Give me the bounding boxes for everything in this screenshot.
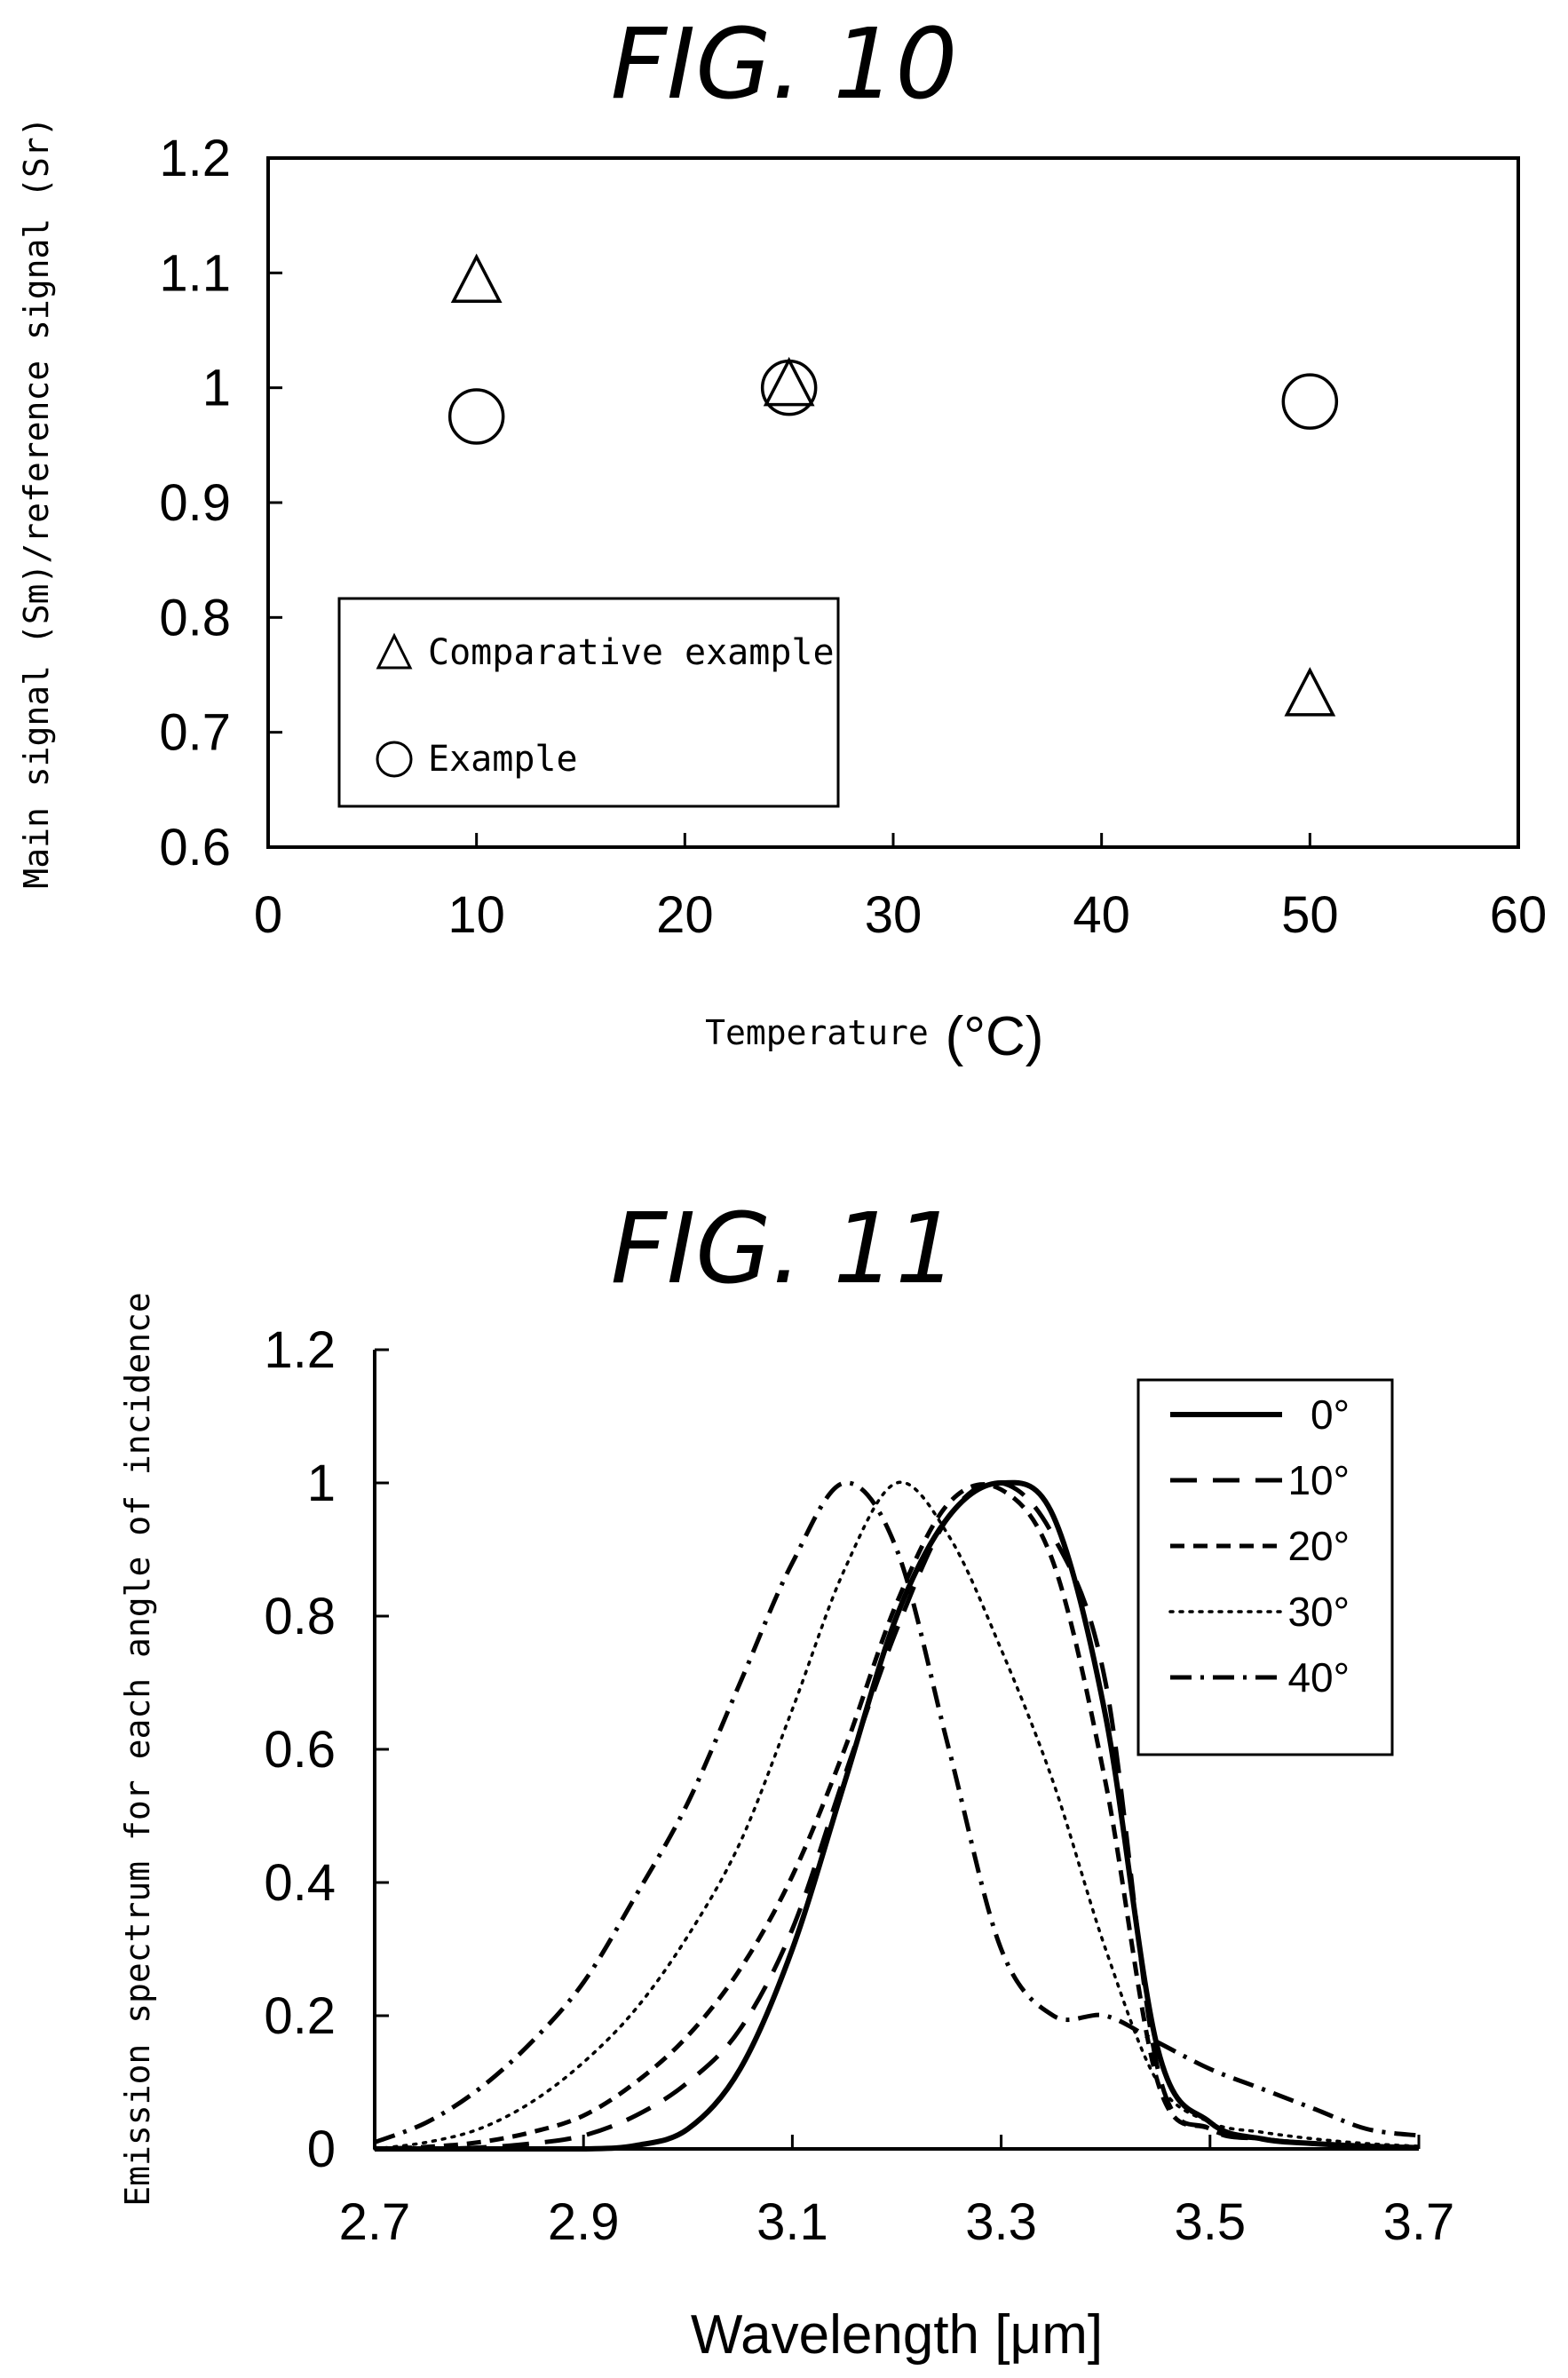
fig11-x-tick-label: 2.9 [548,2193,620,2251]
fig11-y-tick-label: 0.4 [264,1854,336,1912]
fig10-title: FIG. 10 [611,7,958,121]
fig11-y-tick-label: 0.2 [264,1987,336,2045]
fig10-x-axis-label: Temperature [705,1013,929,1052]
fig10-y-tick-label: 0.8 [159,589,231,646]
fig11-legend-label: 40° [1287,1654,1350,1700]
fig10-legend-triangle-icon [376,632,413,670]
fig10-x-axis-unit: (°C) [946,1006,1044,1067]
fig10-y-axis-label: Main signal (Sm)/reference signal (Sr) [17,116,56,888]
fig10-legend: Comparative example Example [337,597,840,808]
fig11-legend: 0° 10° 20° 30° 40° [1136,1378,1394,1756]
fig10-y-tick-label: 1.1 [159,244,231,302]
fig11-x-tick-label: 2.7 [339,2193,411,2251]
fig10-x-tick-label: 0 [254,886,282,944]
fig10-y-tick-label: 0.6 [159,819,231,876]
fig11-legend-label: 30° [1287,1589,1350,1635]
fig11-x-tick-label: 3.7 [1383,2193,1455,2251]
fig10-x-tick-label: 40 [1073,886,1130,944]
fig10-legend-box [337,597,840,808]
fig11-x-tick-label: 3.3 [965,2193,1037,2251]
fig10-legend-label-example: Example [428,739,578,780]
fig11-legend-label: 20° [1287,1523,1350,1569]
fig11-y-tick-label: 0 [307,2120,336,2178]
fig10-point-example [760,359,818,416]
fig11-y-tick-label: 0.8 [264,1588,336,1645]
fig11-chart: FIG. 11 2.7 2.9 3.1 3.3 3.5 3.7 0 0.2 0.4 0.6 0.8… [118,1192,1454,2366]
fig10-y-tick-label: 0.9 [159,474,231,532]
fig10-point-comparative [763,356,815,407]
fig11-legend-label: 10° [1287,1457,1350,1503]
fig11-series-line-4 [374,1480,1420,2144]
fig11-series-line-0 [375,1479,1420,2152]
fig11-legend-label: 0° [1311,1391,1350,1438]
fig10-x-tick-label: 60 [1490,886,1548,944]
fig11-x-axis-label: Wavelength [μm] [691,2304,1103,2366]
fig10-x-tick-label: 30 [865,886,923,944]
fig11-y-tick-label: 1.2 [264,1321,336,1379]
fig10-y-tick-label: 1 [202,360,231,417]
fig11-y-tick-label: 1 [307,1455,336,1512]
fig11-legend-items: 0° 10° 20° 30° 40° [1168,1391,1350,1700]
fig10-x-ticks: 0 10 20 30 40 50 60 [254,833,1547,944]
fig11-title: FIG. 11 [611,1192,958,1305]
fig11-y-tick-label: 0.6 [264,1721,336,1779]
fig10-point-comparative [1284,667,1336,717]
fig10-point-example [1281,373,1339,430]
fig11-series-line-3 [373,1480,1421,2151]
fig11-legend-box [1136,1378,1394,1756]
fig11-y-axis-label: Emission spectrum for each angle of inci… [118,1292,157,2207]
fig11-series-line-2 [374,1482,1420,2152]
fig10-legend-label-comparative: Comparative example [428,632,835,673]
fig10-y-tick-label: 1.2 [159,130,231,187]
fig10-chart: FIG. 10 0 10 20 30 40 50 60 0.6 0.7 0.8 0.9 1 1.1 1.… [17,7,1547,1067]
fig11-x-tick-label: 3.5 [1174,2193,1246,2251]
fig11-x-ticks: 2.7 2.9 3.1 3.3 3.5 3.7 [339,2135,1455,2251]
fig11-series-lines [373,1479,1421,2152]
fig11-x-tick-label: 3.1 [756,2193,828,2251]
fig10-x-tick-label: 10 [447,886,505,944]
fig10-y-ticks: 0.6 0.7 0.8 0.9 1 1.1 1.2 [159,130,282,876]
fig10-points [447,253,1339,717]
fig10-x-tick-label: 20 [656,886,714,944]
fig10-x-tick-label: 50 [1281,886,1339,944]
fig10-point-example [447,388,505,445]
fig11-y-ticks: 0 0.2 0.4 0.6 0.8 1 1.2 [264,1321,389,2178]
fig10-legend-circle-icon [376,741,413,778]
fig10-y-tick-label: 0.7 [159,704,231,762]
fig10-point-comparative [450,253,503,304]
